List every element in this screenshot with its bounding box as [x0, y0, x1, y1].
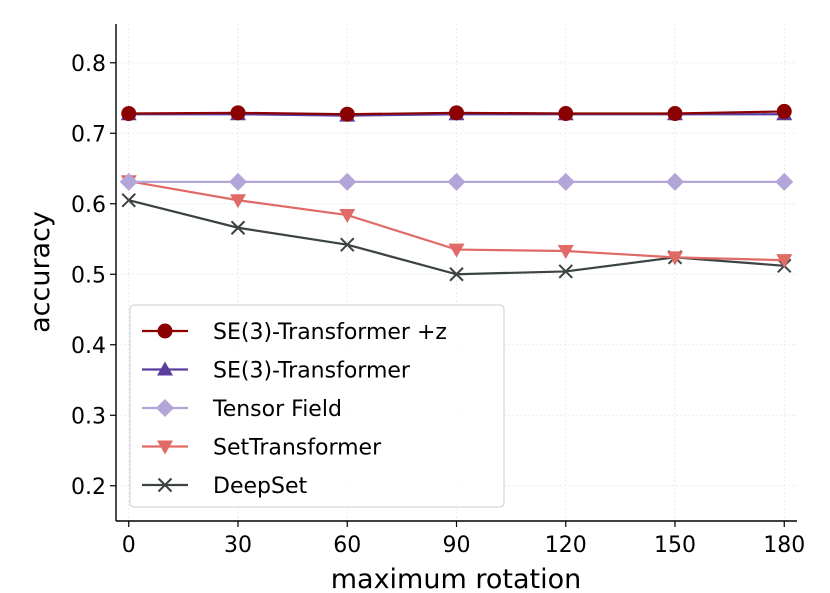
data-series [119, 103, 794, 282]
series-settransformer [120, 175, 793, 269]
y-tick-label: 0.5 [71, 263, 106, 288]
legend-item: SE(3)-Transformer +z [142, 320, 447, 345]
legend-marker [156, 399, 174, 417]
data-point [776, 254, 793, 269]
y-tick-label: 0.8 [71, 52, 106, 77]
data-point [230, 220, 246, 235]
data-point [558, 264, 573, 279]
data-point [119, 172, 138, 191]
x-tick-label: 60 [333, 533, 361, 558]
data-point [338, 172, 357, 191]
x-marker-stroke [449, 267, 464, 282]
y-tick-label: 0.3 [71, 404, 106, 429]
data-point [449, 267, 464, 282]
x-tick-label: 30 [224, 533, 252, 558]
x-tick-label: 180 [763, 533, 805, 558]
y-tick-label: 0.2 [71, 475, 106, 500]
legend-item: SetTransformer [142, 436, 382, 461]
x-marker-stroke [558, 264, 573, 279]
data-point [339, 209, 356, 224]
y-axis-title: accuracy [25, 211, 56, 333]
axes: 0.2 0.3 0.4 0.5 0.6 0.7 0.8 0 30 60 90 120 150 180 [71, 24, 805, 558]
x-marker-stroke [157, 477, 173, 493]
x-tick-label: 0 [122, 533, 136, 558]
legend: SE(3)-Transformer +z SE(3)-Transformer Ten… [129, 304, 505, 508]
data-point [558, 106, 574, 122]
legend-label: SE(3)-Transformer +z [213, 320, 447, 345]
legend-marker [157, 361, 173, 376]
legend-label: DeepSet [213, 474, 307, 499]
y-tick-label: 0.6 [71, 193, 106, 218]
legend-label: SE(3)-Transformer [213, 359, 411, 384]
x-marker-stroke [340, 237, 355, 252]
series-se-3-transformer-z [121, 103, 792, 122]
legend-item: DeepSet [142, 474, 307, 499]
x-tick-label: 90 [443, 533, 471, 558]
legend-box [129, 304, 505, 508]
data-point [339, 106, 355, 122]
x-marker-stroke [230, 220, 246, 235]
data-point [776, 103, 792, 119]
x-tick-label: 120 [545, 533, 587, 558]
data-point [121, 106, 137, 122]
data-point [448, 243, 465, 258]
y-tick-label: 0.4 [71, 334, 106, 359]
legend-label: SetTransformer [213, 436, 382, 461]
legend-item: SE(3)-Transformer [142, 359, 411, 384]
x-marker-stroke [121, 193, 136, 208]
legend-label: Tensor Field [212, 397, 342, 422]
series-tensor-field [119, 172, 794, 191]
data-point [230, 105, 246, 121]
legend-item: Tensor Field [142, 397, 342, 422]
data-point [775, 172, 794, 191]
data-point [121, 193, 136, 208]
data-point [228, 172, 247, 191]
data-point [449, 105, 464, 121]
data-point [556, 172, 575, 191]
legend-marker [157, 440, 173, 455]
data-point [557, 244, 574, 259]
data-point [667, 251, 684, 266]
data-point [667, 106, 683, 122]
x-tick-label: 150 [654, 533, 696, 558]
legend-marker [157, 477, 173, 493]
legend-marker [157, 323, 173, 339]
y-tick-label: 0.7 [71, 122, 106, 147]
x-axis-title: maximum rotation [331, 564, 582, 593]
data-point [229, 194, 246, 209]
data-point [666, 172, 685, 191]
data-point [447, 172, 466, 191]
data-point [340, 237, 355, 252]
